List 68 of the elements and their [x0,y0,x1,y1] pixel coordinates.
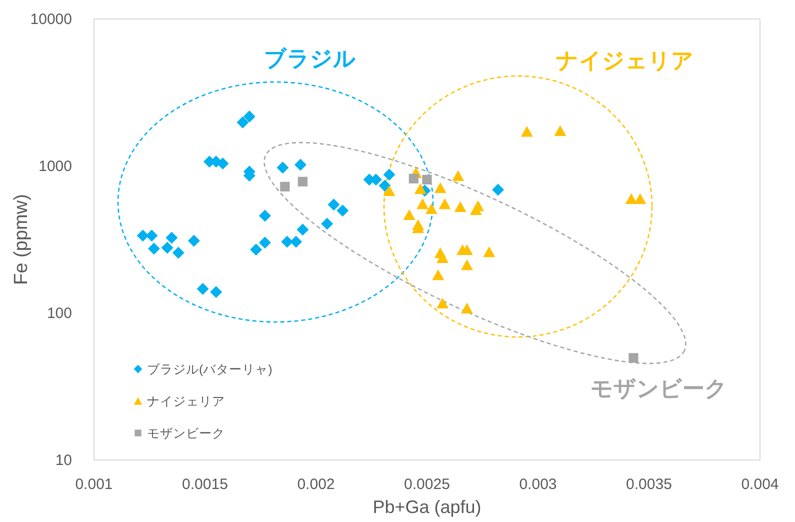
point [452,170,464,182]
point [290,236,302,248]
point [634,193,646,204]
point [196,282,209,295]
point [470,204,482,216]
point [336,204,349,217]
point [438,198,451,210]
point [434,182,446,193]
point [625,193,638,204]
xlabel: Pb+Ga (apfu) [372,497,482,517]
point [454,201,466,212]
point [276,162,289,174]
point [425,203,438,214]
point [210,286,222,298]
legend-label: ブラジル(バターリャ) [147,362,272,376]
point [383,185,396,196]
point [172,246,184,259]
point [298,176,308,186]
x-tick-label: 0.0015 [182,476,228,493]
legend-label: ナイジェリア [147,394,225,408]
point [554,125,566,136]
point [294,158,306,171]
point [408,174,418,184]
point [460,302,473,314]
annotation: ナイジェリア [556,48,694,73]
point [403,209,416,220]
point [460,259,473,270]
point [483,246,496,258]
x-tick-label: 0.001 [75,476,113,493]
point [258,210,271,222]
x-tick-label: 0.0025 [404,476,450,493]
annotation: モザンビーク [590,376,728,401]
x-tick-label: 0.0035 [626,476,672,493]
point [628,353,638,363]
legend-label: モザンビーク [147,426,225,440]
point [188,234,200,247]
point [492,184,504,196]
point [258,236,271,249]
point [250,244,262,256]
y-tick-label: 1000 [38,158,72,175]
x-tick-label: 0.003 [519,476,557,493]
point [432,269,444,280]
point [281,236,294,248]
y-tick-label: 10000 [30,11,72,28]
point [280,182,290,192]
x-tick-label: 0.004 [741,476,779,493]
y-tick-label: 100 [46,305,72,322]
point [166,232,178,244]
x-tick-label: 0.002 [297,476,335,493]
annotation: ブラジル [264,46,356,71]
point [328,198,340,211]
point [148,242,160,255]
point [296,224,309,236]
point [416,198,429,210]
point [422,174,432,184]
point [321,218,334,230]
point [146,230,158,242]
ylabel: Fe (ppmw) [11,194,32,285]
point [414,183,426,194]
point [520,126,533,137]
point [136,230,149,242]
point [161,242,174,254]
point [243,110,256,123]
point [236,116,249,128]
point [378,180,391,192]
y-tick-label: 10 [55,452,72,469]
point [383,168,396,181]
point [436,298,449,308]
